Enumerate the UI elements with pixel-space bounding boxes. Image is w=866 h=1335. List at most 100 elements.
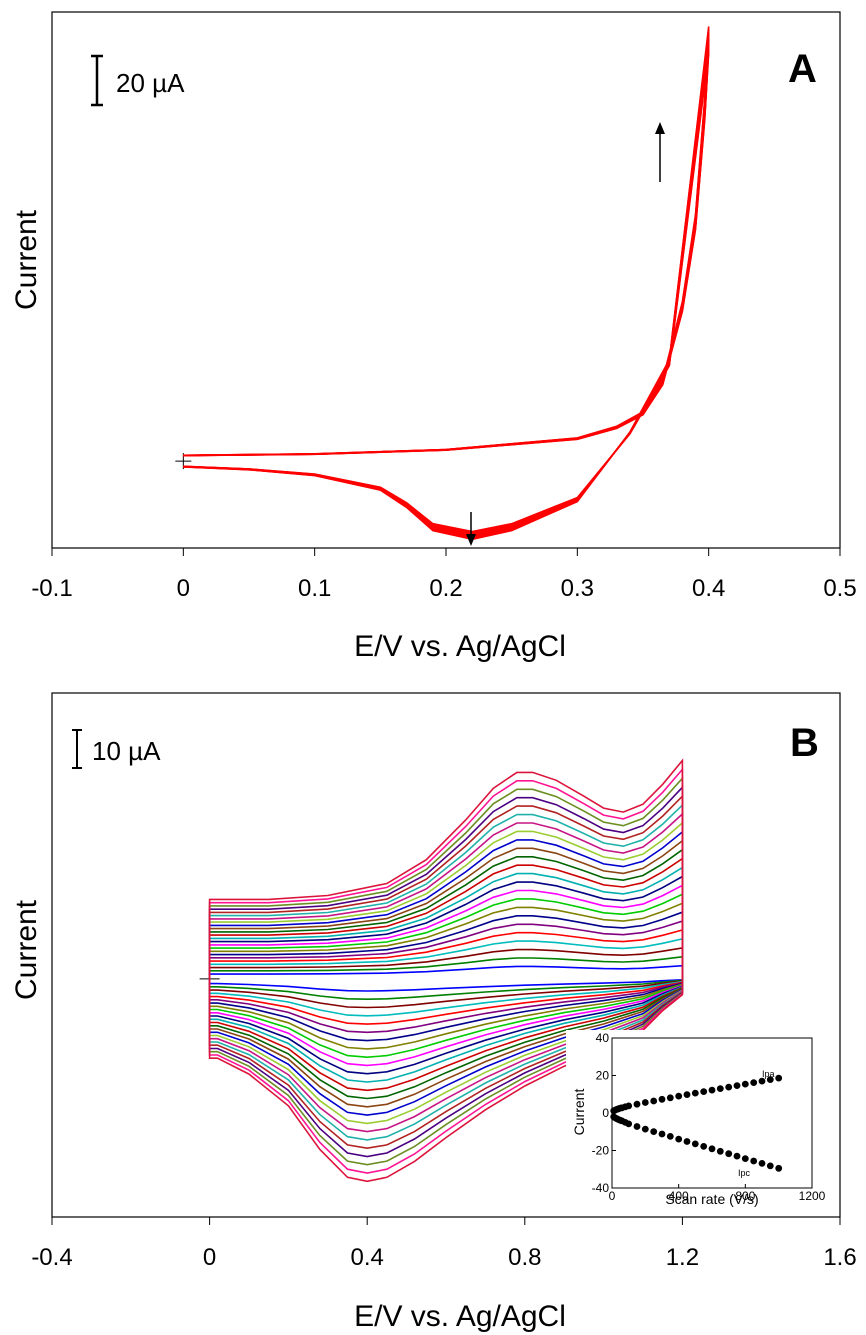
x-tick-label: -0.1 — [31, 575, 72, 602]
x-tick-label: 1.2 — [666, 1244, 699, 1271]
panel-b-letter: B — [790, 721, 819, 765]
cv-cycle-3 — [183, 47, 710, 534]
x-tick-label: 0.8 — [508, 1244, 541, 1271]
cv-curve-14 — [208, 848, 684, 1100]
arrow-down-head — [466, 534, 476, 546]
cv-cycle-10 — [183, 31, 710, 539]
inset-series-label-ipc: Ipc — [738, 1168, 751, 1178]
cv-curve-15 — [208, 839, 684, 1108]
x-tick-label: 0.5 — [823, 575, 856, 602]
inset-point-ipa — [691, 1089, 699, 1097]
panel-a-curves — [175, 26, 710, 541]
cv-curve-11 — [208, 875, 684, 1075]
inset-xlabel: Scan rate (V/s) — [665, 1191, 758, 1207]
inset-ylabel: Current — [571, 1089, 587, 1136]
scale-bar-label: 20 µA — [116, 68, 185, 98]
cv-curve-8 — [208, 902, 684, 1050]
cv-cycle-4 — [183, 45, 710, 535]
panel-a-arrows — [466, 122, 665, 546]
panel-b: -0.4 0 0.4 0.8 1.2 1.6 10 µA B E/V vs. Ag/AgC… — [10, 692, 857, 1333]
inset-point-ipa — [650, 1097, 658, 1105]
cv-curve-10 — [208, 884, 684, 1067]
inset-y-tick-label: -20 — [592, 1144, 610, 1158]
inset-point-ipa — [658, 1095, 666, 1103]
inset-point-ipc — [766, 1162, 774, 1170]
cv-curve-3 — [208, 946, 684, 1009]
cv-cycle-11 — [183, 28, 710, 540]
inset-point-ipc — [641, 1125, 649, 1133]
inset-point-ipa — [758, 1077, 766, 1085]
inset-point-ipc — [741, 1155, 749, 1162]
panel-a-ylabel: Current — [10, 209, 43, 310]
cv-cycle-6 — [183, 40, 710, 536]
inset-point-ipc — [625, 1120, 633, 1128]
inset-point-ipa — [750, 1079, 758, 1086]
inset-point-ipa — [733, 1082, 741, 1089]
panel-b-xlabel: E/V vs. Ag/AgCl — [354, 1300, 566, 1333]
inset-x-tick-label: 1200 — [799, 1189, 826, 1203]
scale-bar-label: 10 µA — [92, 736, 161, 766]
x-tick-label: 0.4 — [692, 575, 725, 602]
cv-curve-6 — [208, 920, 684, 1034]
x-tick-label: -0.4 — [31, 1244, 72, 1271]
inset-point-ipa — [716, 1085, 724, 1092]
panel-a-letter: A — [788, 47, 817, 91]
x-tick-label: 0.1 — [298, 575, 331, 602]
cv-curve-1 — [208, 964, 684, 992]
inset-point-ipc — [708, 1145, 716, 1153]
inset-point-ipc — [716, 1147, 724, 1155]
cv-cycle-8 — [183, 35, 710, 538]
cv-cycle-12 — [183, 26, 710, 541]
cv-curve-18 — [208, 812, 684, 1133]
x-tick-label: 1.6 — [823, 1244, 856, 1271]
x-tick-label: 0.4 — [351, 1244, 384, 1271]
cv-curve-24 — [208, 758, 684, 1183]
x-tick-label: 0.2 — [429, 575, 462, 602]
cv-cycle-5 — [183, 43, 710, 536]
inset-point-ipa — [683, 1091, 691, 1098]
inset-y-tick-label: 0 — [602, 1106, 609, 1120]
inset-point-ipa — [741, 1080, 749, 1088]
inset-point-ipa — [708, 1086, 716, 1094]
cv-cycle-7 — [183, 38, 710, 537]
cv-curve-12 — [208, 866, 684, 1083]
x-tick-label: 0 — [177, 575, 190, 602]
cv-curve-7 — [208, 911, 684, 1042]
inset-background — [566, 1030, 820, 1210]
panel-a-x-ticks: -0.1 0 0.1 0.2 0.3 0.4 0.5 — [31, 548, 857, 602]
inset-x-tick-label: 800 — [735, 1189, 755, 1203]
inset-point-ipa — [641, 1099, 649, 1106]
inset-points — [610, 1074, 783, 1172]
inset-point-ipc — [733, 1152, 741, 1160]
inset-point-ipa — [725, 1083, 733, 1091]
inset-point-ipc — [750, 1157, 758, 1165]
cv-curve-9 — [208, 893, 684, 1059]
cv-curve-2 — [208, 955, 684, 1001]
cv-curve-5 — [208, 928, 684, 1025]
cv-cycle-1 — [183, 52, 710, 533]
inset-y-tick-label: 40 — [596, 1031, 610, 1045]
panel-a-xlabel: E/V vs. Ag/AgCl — [354, 630, 566, 663]
panel-a: -0.1 0 0.1 0.2 0.3 0.4 0.5 20 µA A E/V vs. Ag/… — [10, 11, 857, 663]
inset-y-tick-label: 20 — [596, 1069, 610, 1083]
inset-point-ipc — [775, 1164, 783, 1172]
cv-curve-13 — [208, 857, 684, 1092]
x-tick-label: 0 — [203, 1244, 216, 1271]
inset-point-ipc — [675, 1135, 683, 1143]
inset-point-ipa — [633, 1100, 641, 1108]
arrow-up-head — [655, 122, 665, 134]
cv-curve-16 — [208, 830, 684, 1116]
inset-point-ipa — [775, 1074, 783, 1082]
cv-curve-20 — [208, 794, 684, 1150]
inset-y-tick-label: -40 — [592, 1181, 610, 1195]
inset-axes: 0 400 800 1200 -40 -20 0 20 40 — [592, 1031, 826, 1203]
inset-point-ipc — [725, 1150, 733, 1158]
panel-b-scale-bar: 10 µA — [72, 729, 161, 769]
inset-point-ipa — [675, 1092, 683, 1100]
cv-cycle-2 — [183, 50, 710, 534]
panel-a-scale-bar: 20 µA — [91, 54, 185, 107]
inset-point-ipc — [633, 1123, 641, 1130]
cv-cycle-9 — [183, 33, 710, 539]
inset-point-ipa — [766, 1076, 774, 1083]
